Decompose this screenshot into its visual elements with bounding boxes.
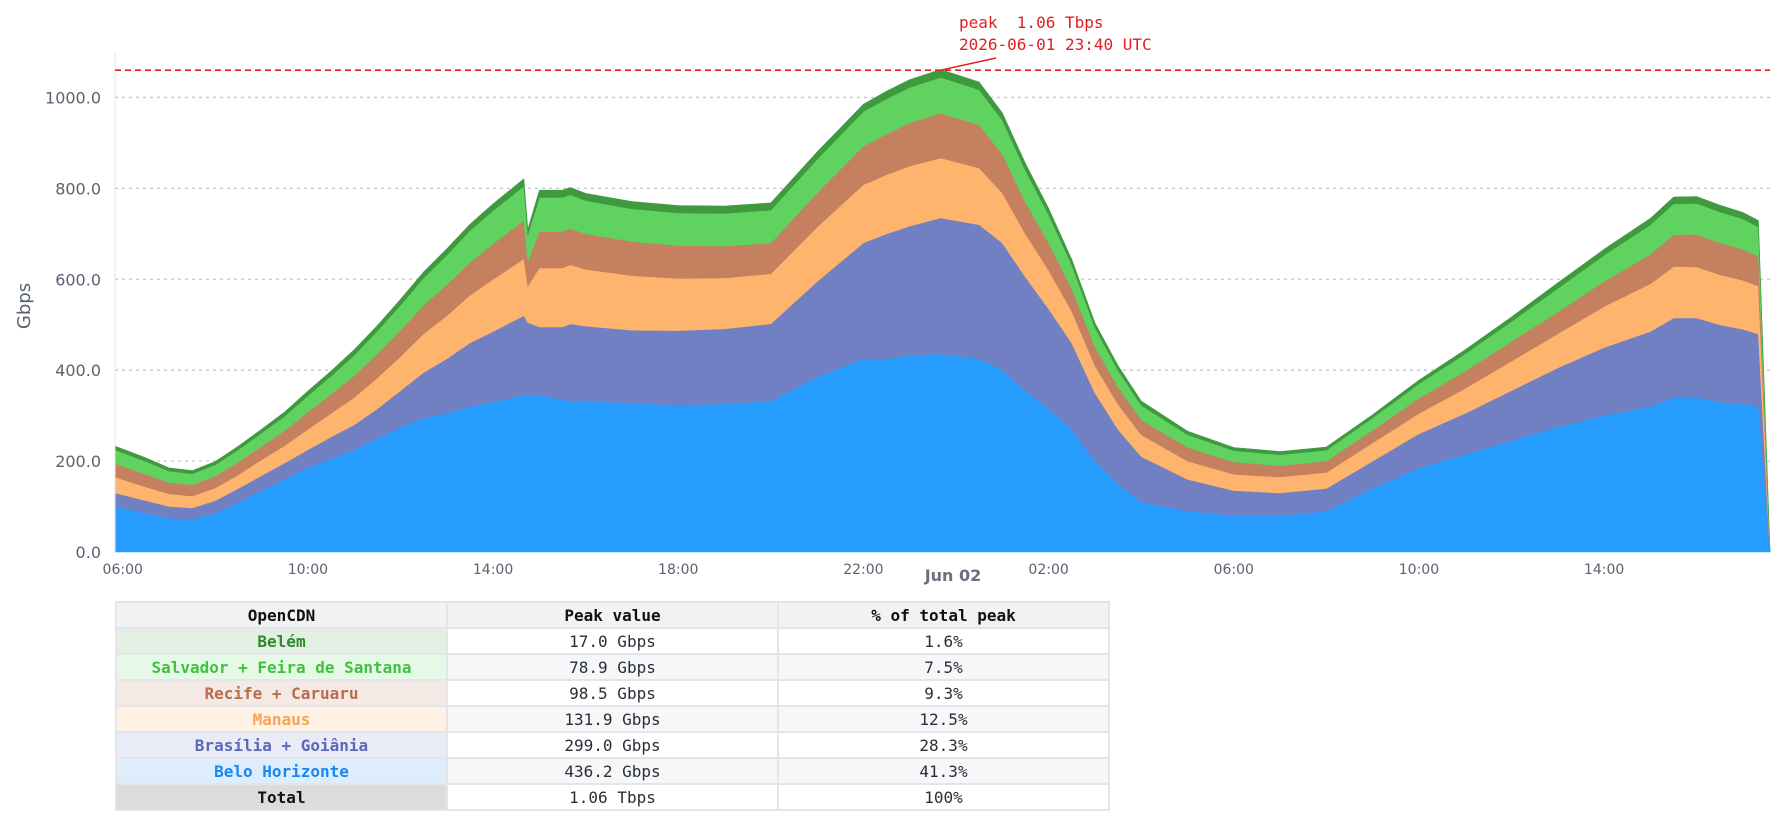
table-header-opencdn: OpenCDN xyxy=(115,601,448,629)
x-tick-label: 22:00 xyxy=(843,562,883,578)
table-cell-name: Total xyxy=(115,783,448,811)
table-cell-name: Brasília + Goiânia xyxy=(115,731,448,759)
peak-table: OpenCDN Peak value % of total peak Belém… xyxy=(115,601,1110,811)
table-header-row: OpenCDN Peak value % of total peak xyxy=(115,601,1110,629)
x-tick-label: 14:00 xyxy=(473,562,513,578)
y-tick-label: 600.0 xyxy=(55,270,101,289)
table-cell-peak: 1.06 Tbps xyxy=(446,783,779,811)
table-cell-peak: 98.5 Gbps xyxy=(446,679,779,707)
x-tick-label: 02:00 xyxy=(1028,562,1068,578)
table-row: Brasília + Goiânia 299.0 Gbps 28.3% xyxy=(115,731,1110,759)
table-row: Total 1.06 Tbps 100% xyxy=(115,783,1110,811)
table-cell-name: Belo Horizonte xyxy=(115,757,448,785)
table-cell-percent: 9.3% xyxy=(777,679,1110,707)
table-cell-peak: 131.9 Gbps xyxy=(446,705,779,733)
table-row: Recife + Caruaru 98.5 Gbps 9.3% xyxy=(115,679,1110,707)
peak-label-value: peak 1.06 Tbps xyxy=(959,13,1104,32)
table-cell-peak: 78.9 Gbps xyxy=(446,653,779,681)
y-tick-label: 0.0 xyxy=(76,543,101,562)
peak-annotation: peak 1.06 Tbps 2026-06-01 23:40 UTC xyxy=(115,13,1770,71)
x-tick-label: 06:00 xyxy=(103,562,143,578)
table-row: Manaus 131.9 Gbps 12.5% xyxy=(115,705,1110,733)
table-cell-peak: 17.0 Gbps xyxy=(446,627,779,655)
table-cell-percent: 12.5% xyxy=(777,705,1110,733)
y-tick-label: 800.0 xyxy=(55,179,101,198)
x-tick-label: 06:00 xyxy=(1214,562,1254,578)
area-series xyxy=(114,69,1771,553)
table-cell-name: Salvador + Feira de Santana xyxy=(115,653,448,681)
table-cell-percent: 41.3% xyxy=(777,757,1110,785)
table-cell-name: Manaus xyxy=(115,705,448,733)
peak-arrow xyxy=(940,57,997,71)
y-tick-label: 1000.0 xyxy=(45,88,101,107)
table-header-percent: % of total peak xyxy=(777,601,1110,629)
stacked-area-chart: 0.0 200.0 400.0 600.0 800.0 1000.0 06:00 10:00… xyxy=(14,13,1771,585)
y-tick-label: 400.0 xyxy=(55,361,101,380)
date-label: Jun 02 xyxy=(924,566,982,585)
x-tick-label: 18:00 xyxy=(658,562,698,578)
table-row: Salvador + Feira de Santana 78.9 Gbps 7.5% xyxy=(115,653,1110,681)
y-axis-label: Gbps xyxy=(14,283,35,329)
table-cell-peak: 299.0 Gbps xyxy=(446,731,779,759)
table-cell-percent: 28.3% xyxy=(777,731,1110,759)
y-tick-labels: 0.0 200.0 400.0 600.0 800.0 1000.0 xyxy=(45,88,101,562)
y-tick-label: 200.0 xyxy=(55,452,101,471)
table-cell-peak: 436.2 Gbps xyxy=(446,757,779,785)
x-tick-label: 10:00 xyxy=(1399,562,1439,578)
x-tick-labels: 06:00 10:00 14:00 18:00 22:00 02:00 06:00 10:00… xyxy=(103,562,1625,578)
table-cell-percent: 7.5% xyxy=(777,653,1110,681)
table-row: Belém 17.0 Gbps 1.6% xyxy=(115,627,1110,655)
peak-label-time: 2026-06-01 23:40 UTC xyxy=(959,35,1152,54)
table-header-peak-value: Peak value xyxy=(446,601,779,629)
x-tick-label: 10:00 xyxy=(288,562,328,578)
table-cell-name: Belém xyxy=(115,627,448,655)
area-bel-m xyxy=(114,69,1771,553)
table-cell-percent: 100% xyxy=(777,783,1110,811)
table-cell-percent: 1.6% xyxy=(777,627,1110,655)
table-row: Belo Horizonte 436.2 Gbps 41.3% xyxy=(115,757,1110,785)
x-tick-label: 14:00 xyxy=(1584,562,1624,578)
table-cell-name: Recife + Caruaru xyxy=(115,679,448,707)
